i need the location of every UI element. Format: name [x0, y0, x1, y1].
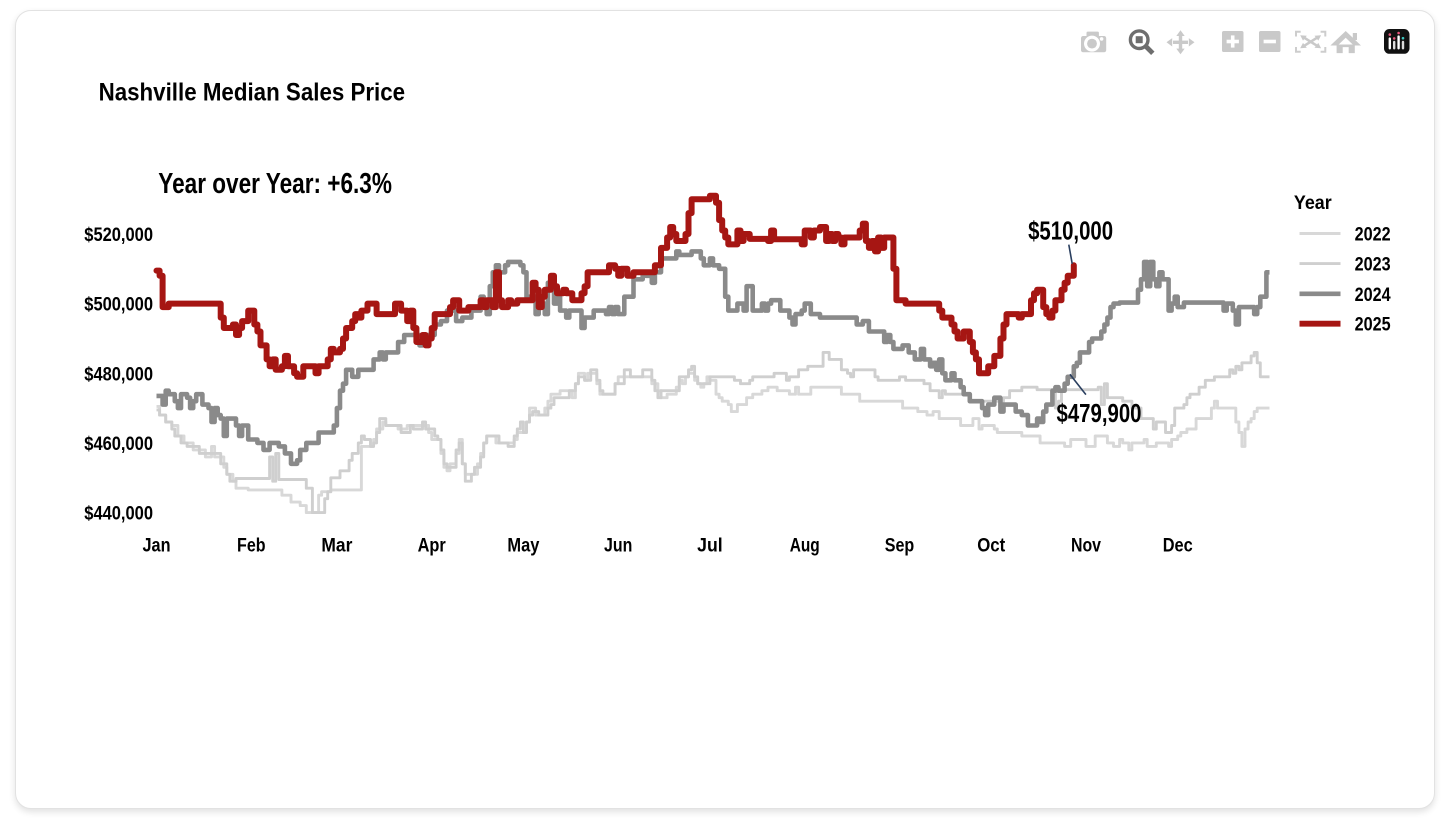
- svg-text:$440,000: $440,000: [84, 503, 153, 525]
- svg-text:Nov: Nov: [1071, 535, 1101, 557]
- svg-text:$479,900: $479,900: [1057, 398, 1142, 428]
- svg-text:Apr: Apr: [418, 535, 447, 557]
- svg-text:$480,000: $480,000: [84, 363, 153, 385]
- svg-text:Feb: Feb: [237, 535, 266, 557]
- svg-text:Aug: Aug: [790, 535, 820, 557]
- svg-text:Year over Year: +6.3%: Year over Year: +6.3%: [158, 168, 392, 200]
- svg-text:Jan: Jan: [143, 535, 171, 557]
- svg-text:2024: 2024: [1355, 284, 1391, 306]
- svg-text:2022: 2022: [1355, 224, 1391, 246]
- svg-text:Sep: Sep: [885, 535, 915, 557]
- svg-text:$500,000: $500,000: [84, 294, 153, 316]
- svg-text:Year: Year: [1294, 192, 1332, 214]
- svg-text:Oct: Oct: [977, 535, 1005, 557]
- svg-text:$460,000: $460,000: [84, 433, 153, 455]
- svg-text:Nashville Median Sales Price: Nashville Median Sales Price: [99, 79, 406, 107]
- svg-text:$510,000: $510,000: [1028, 216, 1113, 246]
- svg-text:May: May: [507, 535, 539, 557]
- svg-text:Jul: Jul: [697, 535, 723, 557]
- svg-text:2025: 2025: [1355, 314, 1391, 336]
- svg-text:Dec: Dec: [1163, 535, 1193, 557]
- svg-text:Jun: Jun: [604, 535, 632, 557]
- svg-text:Mar: Mar: [321, 535, 352, 557]
- svg-text:$520,000: $520,000: [84, 224, 153, 246]
- svg-text:2023: 2023: [1355, 254, 1391, 276]
